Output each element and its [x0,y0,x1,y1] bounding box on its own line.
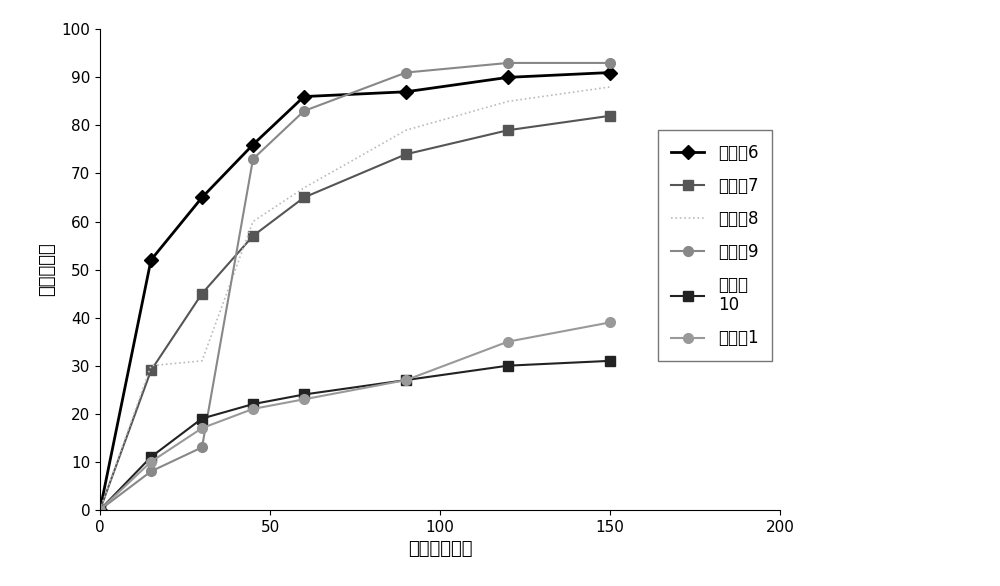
实施例8 [502,98,514,105]
实施例9 [145,468,157,475]
实施例
10 [298,391,310,398]
实施例8 [196,357,208,364]
实施例6 [502,74,514,81]
Line: 实施例1: 实施例1 [95,318,615,515]
实施例6 [247,141,259,148]
实施例8 [247,218,259,225]
实施例9 [502,59,514,66]
实施例1 [196,425,208,432]
实施例
10 [94,506,106,513]
实施例6 [196,194,208,201]
实施例7 [298,194,310,201]
实施例1 [400,377,412,384]
Line: 实施例7: 实施例7 [95,111,615,515]
实施例6 [298,93,310,100]
实施例
10 [400,377,412,384]
实施例1 [145,458,157,465]
实施例1 [247,406,259,413]
Line: 实施例8: 实施例8 [100,87,610,510]
实施例6 [604,69,616,76]
实施例8 [94,506,106,513]
实施例6 [400,88,412,96]
实施例9 [400,69,412,76]
实施例
10 [502,362,514,369]
实施例1 [502,338,514,345]
实施例
10 [604,357,616,364]
实施例7 [400,151,412,158]
实施例7 [502,127,514,134]
实施例9 [94,506,106,513]
实施例1 [604,319,616,326]
实施例
10 [145,454,157,461]
实施例7 [196,290,208,297]
实施例9 [604,59,616,66]
实施例
10 [196,415,208,422]
Line: 实施例9: 实施例9 [95,58,615,515]
实施例8 [145,362,157,369]
实施例6 [94,506,106,513]
实施例8 [298,185,310,192]
X-axis label: 时间（分钟）: 时间（分钟） [408,540,472,558]
实施例9 [247,155,259,162]
实施例7 [145,367,157,374]
实施例9 [298,107,310,114]
实施例1 [298,396,310,403]
实施例6 [145,257,157,264]
实施例8 [604,83,616,90]
Line: 实施例
10: 实施例 10 [95,356,615,515]
实施例9 [196,444,208,451]
实施例8 [400,127,412,134]
Y-axis label: 累计释放度: 累计释放度 [38,243,56,297]
实施例1 [94,506,106,513]
实施例
10 [247,401,259,408]
实施例7 [247,233,259,240]
实施例7 [604,113,616,120]
实施例7 [94,506,106,513]
Legend: 实施例6, 实施例7, 实施例8, 实施例9, 实施例
10, 实施例1: 实施例6, 实施例7, 实施例8, 实施例9, 实施例 10, 实施例1 [658,130,772,361]
Line: 实施例6: 实施例6 [95,68,615,515]
